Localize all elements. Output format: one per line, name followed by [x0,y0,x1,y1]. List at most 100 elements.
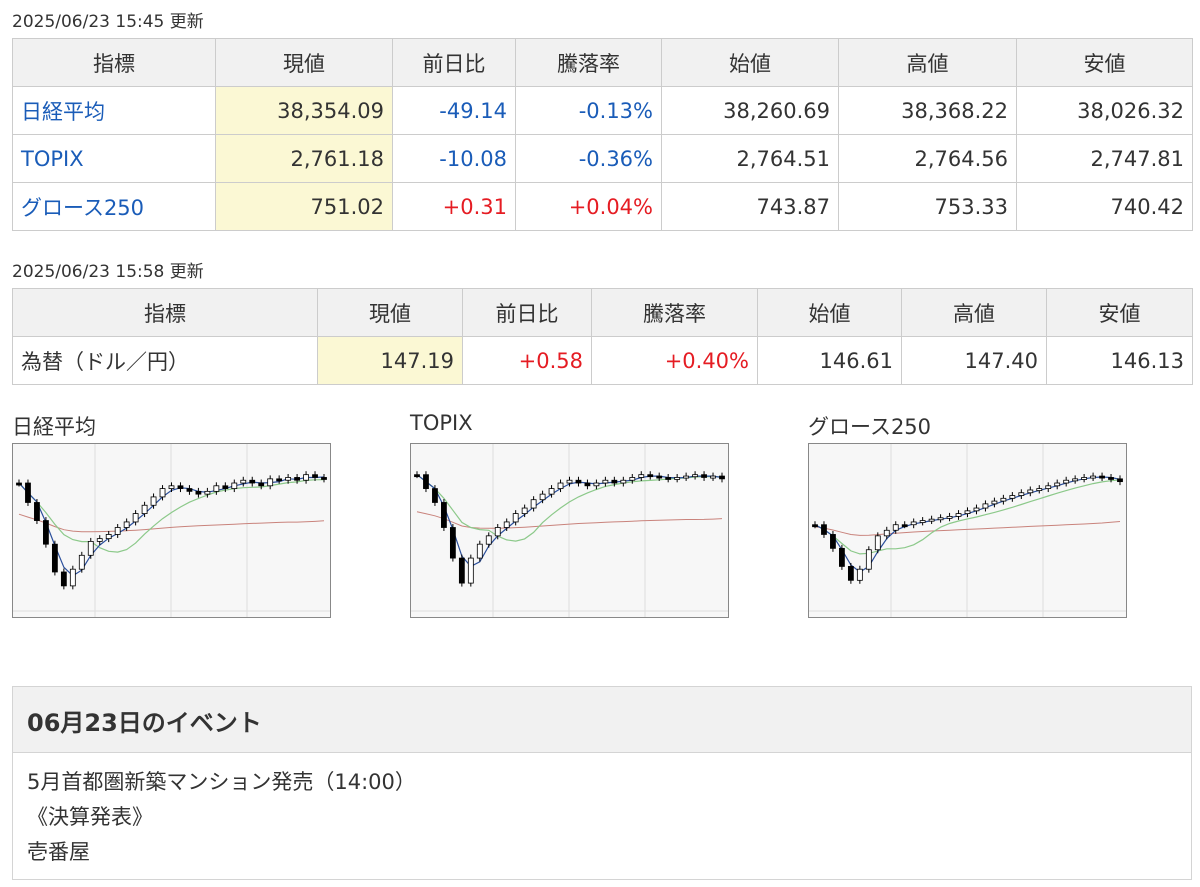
table-row: TOPIX 2,761.18 -10.08 -0.36% 2,764.51 2,… [12,134,1193,183]
candle-body [321,477,327,480]
chart-growth250[interactable] [808,443,1127,618]
change-value: +0.31 [392,182,516,231]
slow-ma-line [814,521,1121,536]
event-heading: 06月23日のイベント [13,687,1191,753]
candle-body [982,503,989,509]
candle-body [710,475,716,479]
event-panel: 06月23日のイベント 5月首都圏新築マンション発売（14:00） 《決算発表》… [12,686,1192,880]
slow-ma-line [416,511,723,529]
candle-body [132,513,139,523]
medium-ma-line [814,479,1121,555]
index-link-nikkei[interactable]: 日経平均 [12,86,216,135]
candle-body [150,496,157,506]
candle-body [602,479,609,484]
candle-body [503,521,510,528]
candle-body [566,479,573,484]
candle-body [213,485,220,492]
candle-body [629,477,636,481]
candle-body [812,524,818,528]
col-header-pct: 騰落率 [515,38,662,87]
candle-body [638,474,645,478]
candle-body [1108,477,1114,480]
candle-body [25,482,31,503]
fx-quotes-table: 指標 現値 前日比 騰落率 始値 高値 安値 為替（ドル／円） 147.19 +… [12,288,1193,385]
candle-body [946,515,953,519]
candle-body [584,482,591,487]
candle-body [910,521,917,526]
candle-body [874,535,881,551]
low-value: 38,026.32 [1016,86,1193,135]
col-header-current: 現値 [317,288,463,337]
table-row: 日経平均 38,354.09 -49.14 -0.13% 38,260.69 3… [12,86,1193,135]
low-value: 2,747.81 [1016,134,1193,183]
candle-body [476,543,483,559]
col-header-change: 前日比 [462,288,592,337]
candle-body [87,541,94,556]
candle-body [276,478,283,482]
chart-svg [13,444,330,617]
index-link-topix[interactable]: TOPIX [12,134,216,183]
candle-body [548,488,555,495]
candle-body [674,477,681,480]
candle-body [51,543,58,573]
candle-body [530,499,537,509]
high-value: 38,368.22 [838,86,1017,135]
candle-body [973,507,980,512]
chart-title-topix: TOPIX [410,411,473,435]
candle-body [856,568,863,581]
candle-body [575,479,582,484]
medium-ma-line [416,474,723,542]
candle-body [204,490,211,495]
candle-body [16,482,22,486]
candle-body [692,474,698,478]
chart-title-nikkei: 日経平均 [12,415,96,439]
candle-body [303,474,309,481]
event-item: 壱番屋 [27,840,90,864]
candle-body [991,500,998,505]
fx-name: 為替（ドル／円） [12,336,318,385]
candle-body [1027,489,1034,494]
medium-ma-line [18,479,325,553]
col-header-pct: 騰落率 [591,288,758,337]
event-item: 5月首都圏新築マンション発売（14:00） [27,770,416,794]
col-header-high: 高値 [901,288,1047,337]
candle-body [186,488,193,492]
col-header-open: 始値 [757,288,902,337]
change-value: -10.08 [392,134,516,183]
candle-body [1018,492,1025,496]
current-value: 147.19 [317,336,463,385]
candle-body [432,488,438,503]
table-row: グロース250 751.02 +0.31 +0.04% 743.87 753.3… [12,182,1193,231]
chart-title-growth250: グロース250 [808,415,932,439]
candle-body [847,566,854,581]
event-item: 《決算発表》 [27,805,153,829]
candle-body [467,557,474,584]
chart-nikkei[interactable] [12,443,331,618]
col-header-indicator: 指標 [12,288,318,337]
candle-body [665,477,672,480]
slow-ma-line [18,513,325,533]
candle-body [647,474,654,478]
chart-topix[interactable] [410,443,729,618]
candle-body [34,502,40,521]
index-link-growth250[interactable]: グロース250 [12,182,216,231]
table-header-row: 指標 現値 前日比 騰落率 始値 高値 安値 [12,38,1193,87]
high-value: 753.33 [838,182,1017,231]
candle-body [1090,475,1096,479]
candle-body [423,474,429,489]
current-value: 38,354.09 [215,86,393,135]
candle-body [78,554,85,570]
open-value: 146.61 [757,336,902,385]
candle-body [821,524,827,535]
pct-value: +0.40% [591,336,758,385]
candle-body [901,524,908,528]
candle-body [683,475,690,479]
candle-body [1081,477,1088,480]
table-row: 為替（ドル／円） 147.19 +0.58 +0.40% 146.61 147.… [12,336,1193,385]
candle-body [1054,482,1061,487]
candle-body [883,529,890,537]
candle-body [258,482,265,487]
candle-body [1099,475,1105,479]
candle-body [557,482,564,489]
candle-body [656,475,663,479]
